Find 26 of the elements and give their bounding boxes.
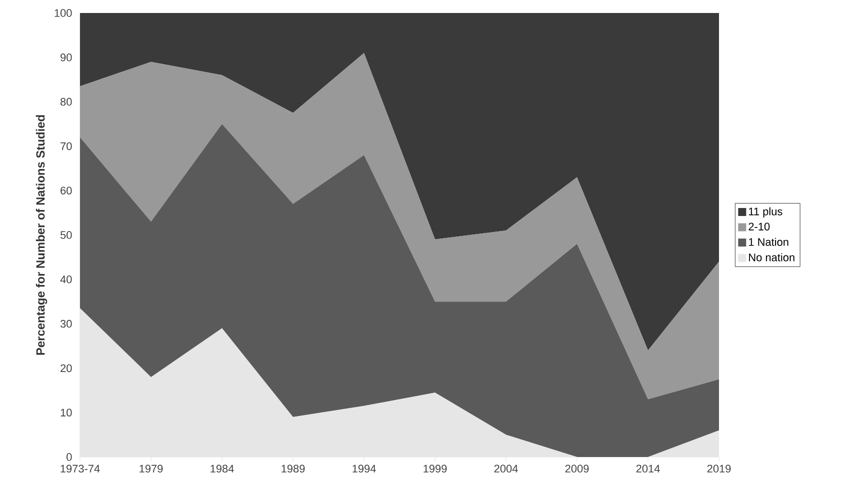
y-tick-label: 90 [60,54,72,62]
y-tick-label: 60 [60,186,72,194]
x-tick-label: 2009 [565,464,589,473]
x-tick-label: 1979 [140,464,163,473]
x-tick-label: 2014 [636,464,660,473]
legend-label: 11 plus [748,207,782,218]
x-tick-label: 2004 [494,464,518,473]
y-tick-label: 50 [60,231,72,239]
legend-label: 2-10 [748,222,770,230]
y-tick-label: 40 [60,276,72,284]
x-tick-label: 1989 [282,464,305,473]
x-tick-label: 1999 [424,464,447,473]
y-tick-label: 80 [60,98,72,106]
legend-label: 1 Nation [748,238,788,246]
y-tick-label: 20 [60,364,72,372]
y-tick-label: 30 [60,320,72,328]
x-tick-label: 1984 [210,464,234,473]
x-tick-label: 1973-74 [60,464,100,473]
y-axis-title: Percentage for Number of Nations Studied [36,115,48,355]
x-tick-label: 2019 [707,464,731,473]
x-tick-label: 1994 [352,464,376,473]
legend-label: No nation [749,253,794,262]
y-tick-label: 100 [54,9,72,17]
y-tick-label: 0 [66,453,72,461]
y-tick-label: 70 [60,142,72,150]
y-tick-label: 10 [60,408,72,416]
